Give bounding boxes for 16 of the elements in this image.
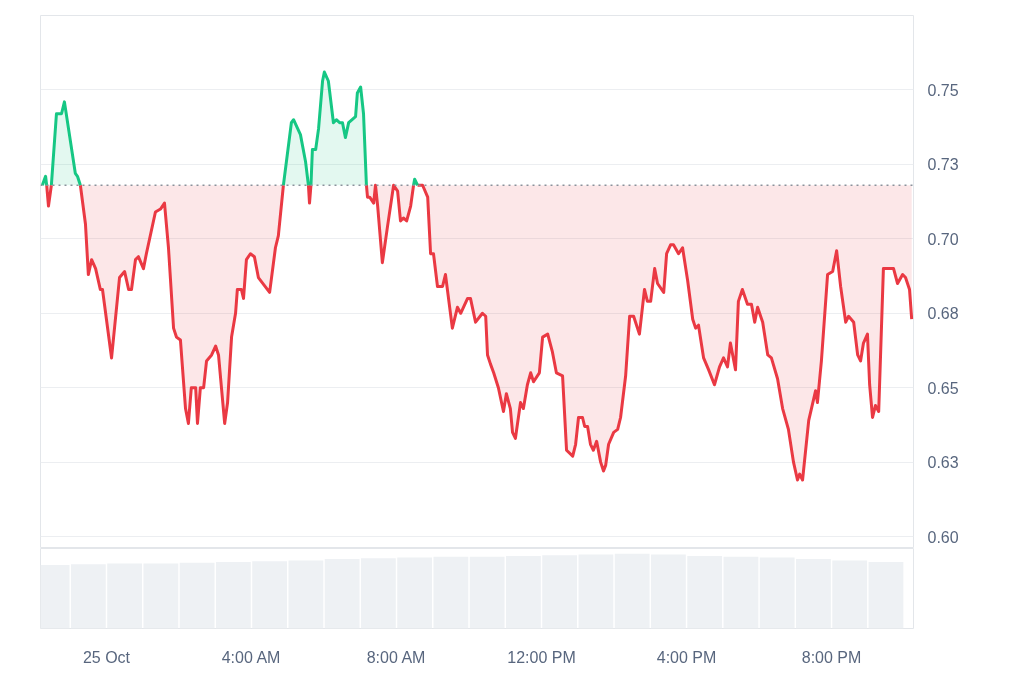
y-tick-label: 0.60 [927,528,959,546]
x-tick-label: 8:00 AM [366,648,426,666]
bar [578,554,614,629]
y-tick-label: 0.70 [927,230,959,248]
y-tick-label: 0.75 [927,81,959,99]
x-tick-label: 25 Oct [82,648,131,666]
x-tick-label: 8:00 PM [801,648,862,666]
bar [723,556,759,629]
y-tick-label: 0.73 [927,156,959,174]
x-tick-label: 4:00 PM [656,648,717,666]
x-tick-label: 4:00 AM [221,648,281,666]
y-tick-label: 0.68 [927,305,959,323]
y-tick-label: 0.65 [927,379,959,397]
bar [868,561,904,629]
y-tick-label: 0.63 [927,454,959,472]
x-tick-label: 12:00 PM [507,648,576,666]
